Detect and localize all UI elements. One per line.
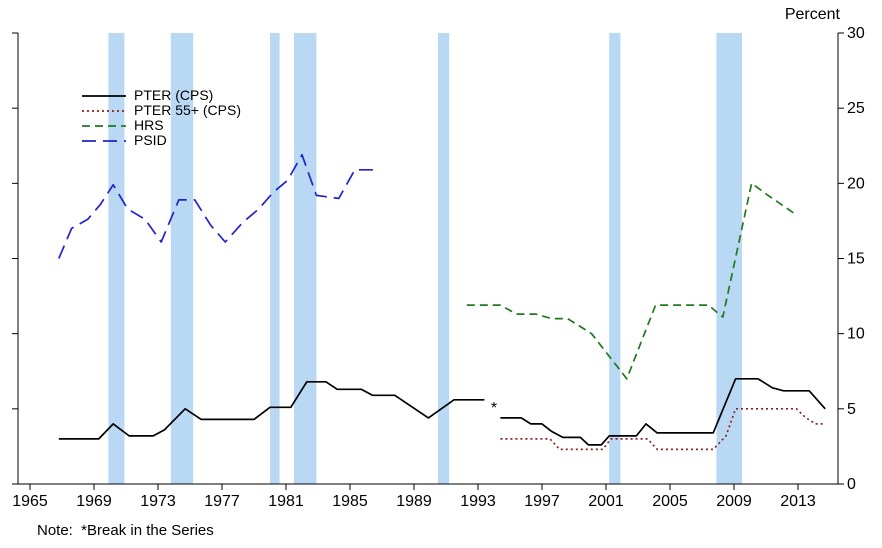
x-tick-label: 2013 xyxy=(780,493,816,510)
x-tick-label: 1993 xyxy=(460,493,496,510)
recession-bands xyxy=(108,33,742,484)
x-tick-label: 1973 xyxy=(140,493,176,510)
y-tick-label: 30 xyxy=(847,25,865,42)
legend-label: PTER 55+ (CPS) xyxy=(134,102,241,118)
series-pter-55-cps xyxy=(500,407,826,451)
series-break-annotation: * xyxy=(491,400,497,417)
x-tick-label: 1997 xyxy=(524,493,560,510)
tick-labels: 1965 1969 1973 1977 1981 1985 1989 1993 1997 2001… xyxy=(12,25,865,510)
x-tick-label: 2005 xyxy=(652,493,688,510)
series-hrs xyxy=(466,182,797,380)
y-tick-label: 25 xyxy=(847,100,865,117)
footnote: Note: *Break in the Series xyxy=(37,522,214,539)
recession-band xyxy=(294,33,317,484)
x-tick-label: 1989 xyxy=(396,493,432,510)
series-line xyxy=(500,377,826,446)
x-tick-label: 1981 xyxy=(268,493,304,510)
series-psid xyxy=(58,153,379,259)
recession-band xyxy=(270,33,280,484)
y-tick-label: 0 xyxy=(847,476,856,493)
recession-band xyxy=(170,33,194,484)
y-tick-label: 10 xyxy=(847,326,865,343)
recession-band xyxy=(609,33,621,484)
series-line xyxy=(500,407,826,451)
recession-band xyxy=(438,33,450,484)
series-line xyxy=(58,153,379,259)
legend-label: PSID xyxy=(134,132,167,148)
y-axis-title: Percent xyxy=(784,6,840,23)
series-line xyxy=(58,380,485,440)
x-tick-label: 1977 xyxy=(204,493,240,510)
x-tick-label: 2009 xyxy=(716,493,752,510)
axes xyxy=(12,32,844,490)
y-tick-label: 15 xyxy=(847,251,865,268)
y-tick-label: 20 xyxy=(847,175,865,192)
x-tick-label: 2001 xyxy=(588,493,624,510)
series-pter-cps xyxy=(58,377,826,446)
recession-band xyxy=(108,33,125,484)
x-tick-label: 1985 xyxy=(332,493,368,510)
legend-label: HRS xyxy=(134,117,164,133)
series-line xyxy=(466,182,797,380)
x-tick-label: 1965 xyxy=(12,493,48,510)
legend-label: PTER (CPS) xyxy=(134,87,213,103)
x-tick-label: 1969 xyxy=(76,493,112,510)
y-tick-label: 5 xyxy=(847,401,856,418)
